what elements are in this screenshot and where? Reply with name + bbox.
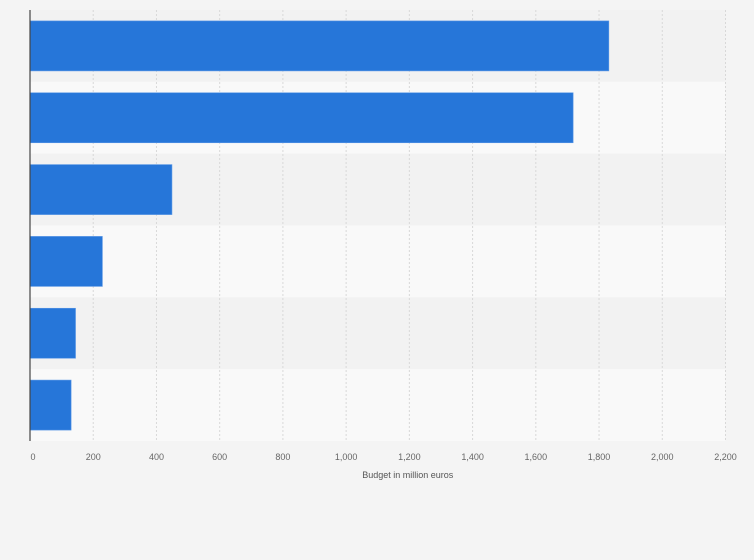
x-tick-label: 200 xyxy=(86,452,101,462)
x-tick-label: 1,600 xyxy=(525,452,548,462)
bar xyxy=(29,164,173,215)
x-tick-label: 1,800 xyxy=(588,452,611,462)
bar xyxy=(29,307,76,359)
x-tick-label: 800 xyxy=(275,452,290,462)
bar xyxy=(29,379,72,431)
x-tick-label: 2,000 xyxy=(651,452,674,462)
x-tick-label: 1,000 xyxy=(335,452,358,462)
x-axis-label: Budget in million euros xyxy=(362,470,454,480)
x-tick-label: 600 xyxy=(212,452,227,462)
row-band xyxy=(30,369,726,441)
x-tick-label: 2,200 xyxy=(714,452,737,462)
bar xyxy=(29,20,610,72)
row-band xyxy=(30,297,726,370)
bar xyxy=(29,236,103,287)
x-tick-label: 400 xyxy=(149,452,164,462)
x-tick-label: 0 xyxy=(30,452,35,462)
bar xyxy=(29,92,574,144)
row-band xyxy=(30,225,726,298)
x-tick-label: 1,400 xyxy=(461,452,484,462)
x-tick-label: 1,200 xyxy=(398,452,421,462)
